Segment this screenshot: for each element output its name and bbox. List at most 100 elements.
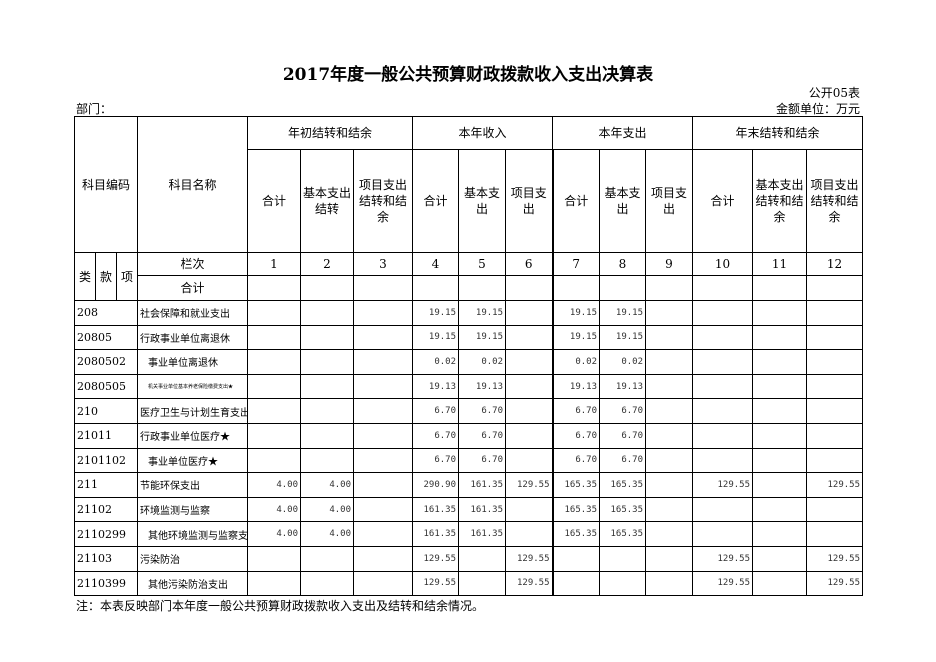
value-cell	[645, 496, 693, 523]
footnote: 注：本表反映部门本年度一般公共预算财政拨款收入支出及结转和结余情况。	[76, 599, 485, 613]
value-cell	[247, 422, 301, 449]
value-cell	[599, 545, 646, 572]
value-cell	[505, 422, 553, 449]
value-cell	[806, 496, 863, 523]
table-row: 21103 污染防治 129.55 129.55 129.55 129.55	[74, 545, 863, 572]
total-cell	[692, 275, 753, 301]
row-name: 其他环境监测与监察支出	[137, 521, 248, 547]
total-cell	[505, 275, 553, 301]
row-code: 210	[74, 398, 138, 424]
value-cell	[752, 300, 807, 326]
value-cell	[247, 545, 301, 572]
column-number: 7	[551, 252, 600, 276]
value-cell: 19.15	[412, 324, 459, 351]
value-cell	[645, 324, 693, 351]
value-cell	[806, 300, 863, 326]
value-cell: 129.55	[806, 472, 863, 498]
value-cell: 19.13	[599, 373, 646, 400]
row-code: 21103	[74, 545, 138, 572]
value-cell: 19.15	[599, 300, 646, 326]
value-cell: 6.70	[551, 398, 600, 424]
value-cell: 161.35	[412, 521, 459, 547]
value-cell	[505, 496, 553, 523]
value-cell: 6.70	[599, 422, 646, 449]
value-cell	[692, 496, 753, 523]
header-subcolumn: 合计	[551, 149, 600, 253]
value-cell	[247, 447, 301, 474]
value-cell	[752, 349, 807, 375]
value-cell	[353, 496, 413, 523]
value-cell: 161.35	[412, 496, 459, 523]
value-cell	[692, 447, 753, 474]
value-cell	[458, 545, 506, 572]
header-name: 科目名称	[137, 116, 248, 253]
header-subcolumn: 基本支出结转和结余	[752, 149, 807, 253]
table-row: 2110299 其他环境监测与监察支出 4.00 4.00 161.35 161.35 16…	[74, 521, 863, 547]
value-cell	[353, 447, 413, 474]
value-cell	[752, 422, 807, 449]
value-cell	[806, 422, 863, 449]
header-subcolumn: 合计	[412, 149, 459, 253]
value-cell	[645, 570, 693, 597]
value-cell	[300, 349, 354, 375]
value-cell: 129.55	[692, 472, 753, 498]
value-cell: 4.00	[247, 472, 301, 498]
value-cell	[692, 422, 753, 449]
header-lanci: 栏次	[137, 252, 248, 276]
value-cell: 129.55	[505, 570, 553, 597]
total-cell	[806, 275, 863, 301]
header-subcolumn: 项目支出	[505, 149, 553, 253]
value-cell: 4.00	[247, 496, 301, 523]
column-number: 11	[752, 252, 807, 276]
value-cell	[247, 300, 301, 326]
value-cell: 290.90	[412, 472, 459, 498]
value-cell	[752, 324, 807, 351]
value-cell	[752, 496, 807, 523]
total-cell	[247, 275, 301, 301]
table-row: 2080502 事业单位离退休 0.02 0.02 0.02 0.02	[74, 349, 863, 375]
header-code: 科目编码	[74, 116, 138, 253]
column-number: 10	[692, 252, 753, 276]
value-cell	[551, 545, 600, 572]
value-cell: 129.55	[412, 570, 459, 597]
value-cell	[247, 349, 301, 375]
value-cell	[806, 373, 863, 400]
value-cell	[458, 570, 506, 597]
value-cell: 19.15	[412, 300, 459, 326]
row-name: 医疗卫生与计划生育支出	[137, 398, 248, 424]
value-cell: 165.35	[551, 496, 600, 523]
value-cell: 4.00	[300, 472, 354, 498]
value-cell	[752, 373, 807, 400]
row-code: 21011	[74, 422, 138, 449]
value-cell: 6.70	[458, 398, 506, 424]
value-cell	[645, 472, 693, 498]
value-cell	[692, 300, 753, 326]
unit-label: 金额单位：万元	[775, 102, 860, 116]
value-cell	[300, 324, 354, 351]
row-name: 行政事业单位离退休	[137, 324, 248, 351]
total-cell	[551, 275, 600, 301]
table-row: 21102 环境监测与监察 4.00 4.00 161.35 161.35 165.35 16…	[74, 496, 863, 523]
header-subcolumn: 项目支出	[645, 149, 693, 253]
value-cell: 19.15	[551, 300, 600, 326]
table-row: 2110399 其他污染防治支出 129.55 129.55 129.55 129.55	[74, 570, 863, 597]
value-cell	[353, 570, 413, 597]
value-cell	[353, 422, 413, 449]
table-row: 20805 行政事业单位离退休 19.15 19.15 19.15 19.15	[74, 324, 863, 351]
value-cell: 161.35	[458, 472, 506, 498]
department-label: 部门：	[76, 102, 113, 116]
row-code: 2110399	[74, 570, 138, 597]
value-cell	[645, 447, 693, 474]
value-cell: 0.02	[551, 349, 600, 375]
header-group: 本年收入	[412, 116, 553, 150]
table-row: 21011 行政事业单位医疗★ 6.70 6.70 6.70 6.70	[74, 422, 863, 449]
value-cell: 19.13	[551, 373, 600, 400]
value-cell	[353, 324, 413, 351]
value-cell	[806, 324, 863, 351]
header-subcolumn: 合计	[692, 149, 753, 253]
value-cell: 0.02	[599, 349, 646, 375]
header-subcolumn: 合计	[247, 149, 301, 253]
row-name: 污染防治	[137, 545, 248, 572]
header-lei: 类	[74, 252, 96, 301]
value-cell	[300, 398, 354, 424]
